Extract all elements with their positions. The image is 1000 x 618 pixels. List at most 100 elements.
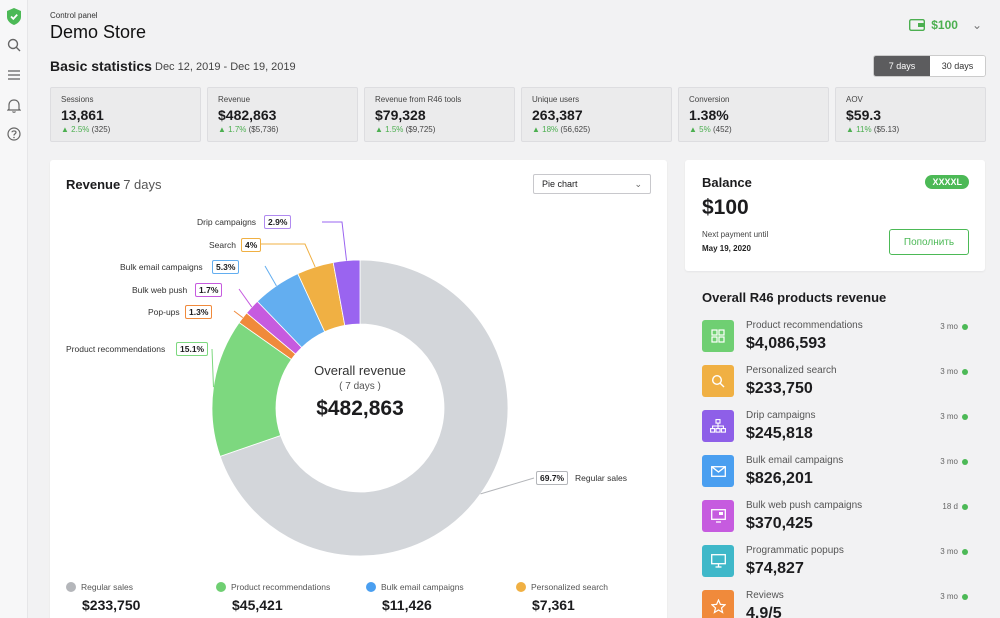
- push-icon: [702, 500, 734, 532]
- pie-slice-drip-campaigns[interactable]: [332, 259, 361, 326]
- mail-icon: [702, 455, 734, 487]
- balance-card: Balance XXXXL $100 Next payment until Ma…: [685, 160, 985, 271]
- stat-delta: (452): [712, 125, 732, 134]
- stat-change: 5%: [699, 125, 711, 134]
- next-payment-label: Next payment until: [702, 230, 769, 239]
- wallet-icon: [909, 19, 926, 31]
- revenue-panel: Revenue 7 days Pie chart ⌄ Overall revenu…: [50, 160, 667, 618]
- stat-value: $79,328: [375, 107, 426, 123]
- slice-pct-bulk-email: 5.3%: [212, 260, 240, 274]
- revenue-title: Revenue 7 days: [66, 177, 162, 192]
- period-toggle: 7 days 30 days: [873, 55, 986, 77]
- chart-type-select[interactable]: Pie chart ⌄: [533, 174, 651, 194]
- stat-delta: ($5.13): [873, 125, 900, 134]
- product-value: $4,086,593: [746, 335, 827, 352]
- legend-item: Bulk email campaigns $11,426: [366, 582, 516, 613]
- menu-icon[interactable]: [5, 66, 23, 84]
- sidebar: [0, 0, 28, 618]
- wallet-button[interactable]: $100 ⌄: [909, 18, 982, 32]
- product-item[interactable]: Bulk web push campaigns $370,425 18 d: [702, 498, 972, 543]
- legend-value: $233,750: [82, 597, 141, 613]
- slice-pct-product-rec: 15.1%: [176, 342, 209, 356]
- chart-legend: Regular sales $233,750 Product recommend…: [66, 582, 666, 613]
- product-time: 3 mo: [940, 367, 958, 376]
- product-time: 3 mo: [940, 592, 958, 601]
- date-range: Dec 12, 2019 - Dec 19, 2019: [155, 61, 296, 73]
- product-name: Reviews: [746, 590, 784, 601]
- stat-card-sessions: Sessions 13,861 ▲ 2.5% (325): [50, 87, 201, 142]
- status-dot: [962, 369, 968, 375]
- arrow-up-icon: ▲: [61, 125, 69, 134]
- product-value: $74,827: [746, 560, 804, 577]
- slice-label-bulk-email: Bulk email campaigns: [120, 262, 203, 272]
- status-dot: [962, 459, 968, 465]
- product-item[interactable]: Personalized search $233,750 3 mo: [702, 363, 972, 408]
- stat-label: Revenue from R46 tools: [375, 95, 462, 104]
- period-7-days[interactable]: 7 days: [874, 56, 930, 76]
- product-item[interactable]: Drip campaigns $245,818 3 mo: [702, 408, 972, 453]
- product-item[interactable]: Bulk email campaigns $826,201 3 mo: [702, 453, 972, 498]
- star-icon: [702, 590, 734, 618]
- basic-statistics-title: Basic statistics: [50, 58, 152, 74]
- bell-icon[interactable]: [5, 96, 23, 114]
- slice-label-bulk-push: Bulk web push: [132, 285, 188, 295]
- revenue-subtitle: 7 days: [123, 177, 162, 192]
- product-time: 3 mo: [940, 547, 958, 556]
- leader-line-product-recommendations: [211, 348, 214, 388]
- legend-label: Bulk email campaigns: [381, 582, 464, 592]
- legend-dot: [516, 582, 526, 592]
- legend-dot: [216, 582, 226, 592]
- slice-pct-search: 4%: [241, 238, 262, 252]
- stat-label: Revenue: [218, 95, 251, 104]
- products-title: Overall R46 products revenue: [702, 290, 887, 305]
- chevron-down-icon: ⌄: [634, 178, 642, 189]
- control-panel-label: Control panel: [50, 11, 98, 20]
- product-name: Programmatic popups: [746, 545, 844, 556]
- pie-slice-regular-sales[interactable]: [219, 259, 509, 557]
- stat-label: AOV: [846, 95, 863, 104]
- topup-button[interactable]: Пополнить: [889, 229, 969, 255]
- product-item[interactable]: Programmatic popups $74,827 3 mo: [702, 543, 972, 588]
- product-time: 3 mo: [940, 457, 958, 466]
- stat-card-revenue-r46: Revenue from R46 tools $79,328 ▲ 1.5% ($…: [364, 87, 515, 142]
- product-name: Product recommendations: [746, 320, 863, 331]
- status-dot: [962, 594, 968, 600]
- revenue-pie-chart: [211, 221, 535, 557]
- product-name: Drip campaigns: [746, 410, 816, 421]
- period-30-days[interactable]: 30 days: [930, 56, 985, 76]
- stat-value: $59.3: [846, 107, 882, 123]
- search-icon[interactable]: [5, 36, 23, 54]
- search-icon: [702, 365, 734, 397]
- chart-type-value: Pie chart: [542, 179, 578, 189]
- monitor-icon: [702, 545, 734, 577]
- legend-label: Personalized search: [531, 582, 609, 592]
- status-dot: [962, 504, 968, 510]
- products-list: Product recommendations $4,086,593 3 mo …: [702, 318, 972, 618]
- arrow-up-icon: ▲: [532, 125, 540, 134]
- stat-change: 1.7%: [228, 125, 247, 134]
- wallet-balance: $100: [931, 18, 958, 32]
- grid-icon: [702, 320, 734, 352]
- center-title: Overall revenue: [314, 363, 406, 378]
- product-time: 3 mo: [940, 322, 958, 331]
- help-icon[interactable]: [5, 125, 23, 143]
- legend-label: Regular sales: [81, 582, 133, 592]
- slice-pct-bulk-push: 1.7%: [195, 283, 223, 297]
- leader-line-bulk-email-campaigns: [264, 265, 277, 287]
- slice-pct-popups: 1.3%: [185, 305, 213, 319]
- product-item[interactable]: Reviews 4.9/5 3 mo: [702, 588, 972, 618]
- logo-shield-icon[interactable]: [5, 7, 23, 25]
- arrow-up-icon: ▲: [689, 125, 697, 134]
- product-value: $826,201: [746, 470, 813, 487]
- stat-change: 11%: [856, 125, 872, 134]
- leader-line-bulk-web-push: [238, 288, 253, 308]
- hierarchy-icon: [702, 410, 734, 442]
- product-time: 18 d: [942, 502, 958, 511]
- slice-label-product-rec: Product recommendations: [66, 344, 166, 354]
- stat-label: Unique users: [532, 95, 580, 104]
- arrow-up-icon: ▲: [218, 125, 226, 134]
- slice-label-regular: Regular sales: [575, 473, 627, 483]
- revenue-title-text: Revenue: [66, 177, 121, 192]
- plan-badge: XXXXL: [925, 175, 969, 189]
- product-item[interactable]: Product recommendations $4,086,593 3 mo: [702, 318, 972, 363]
